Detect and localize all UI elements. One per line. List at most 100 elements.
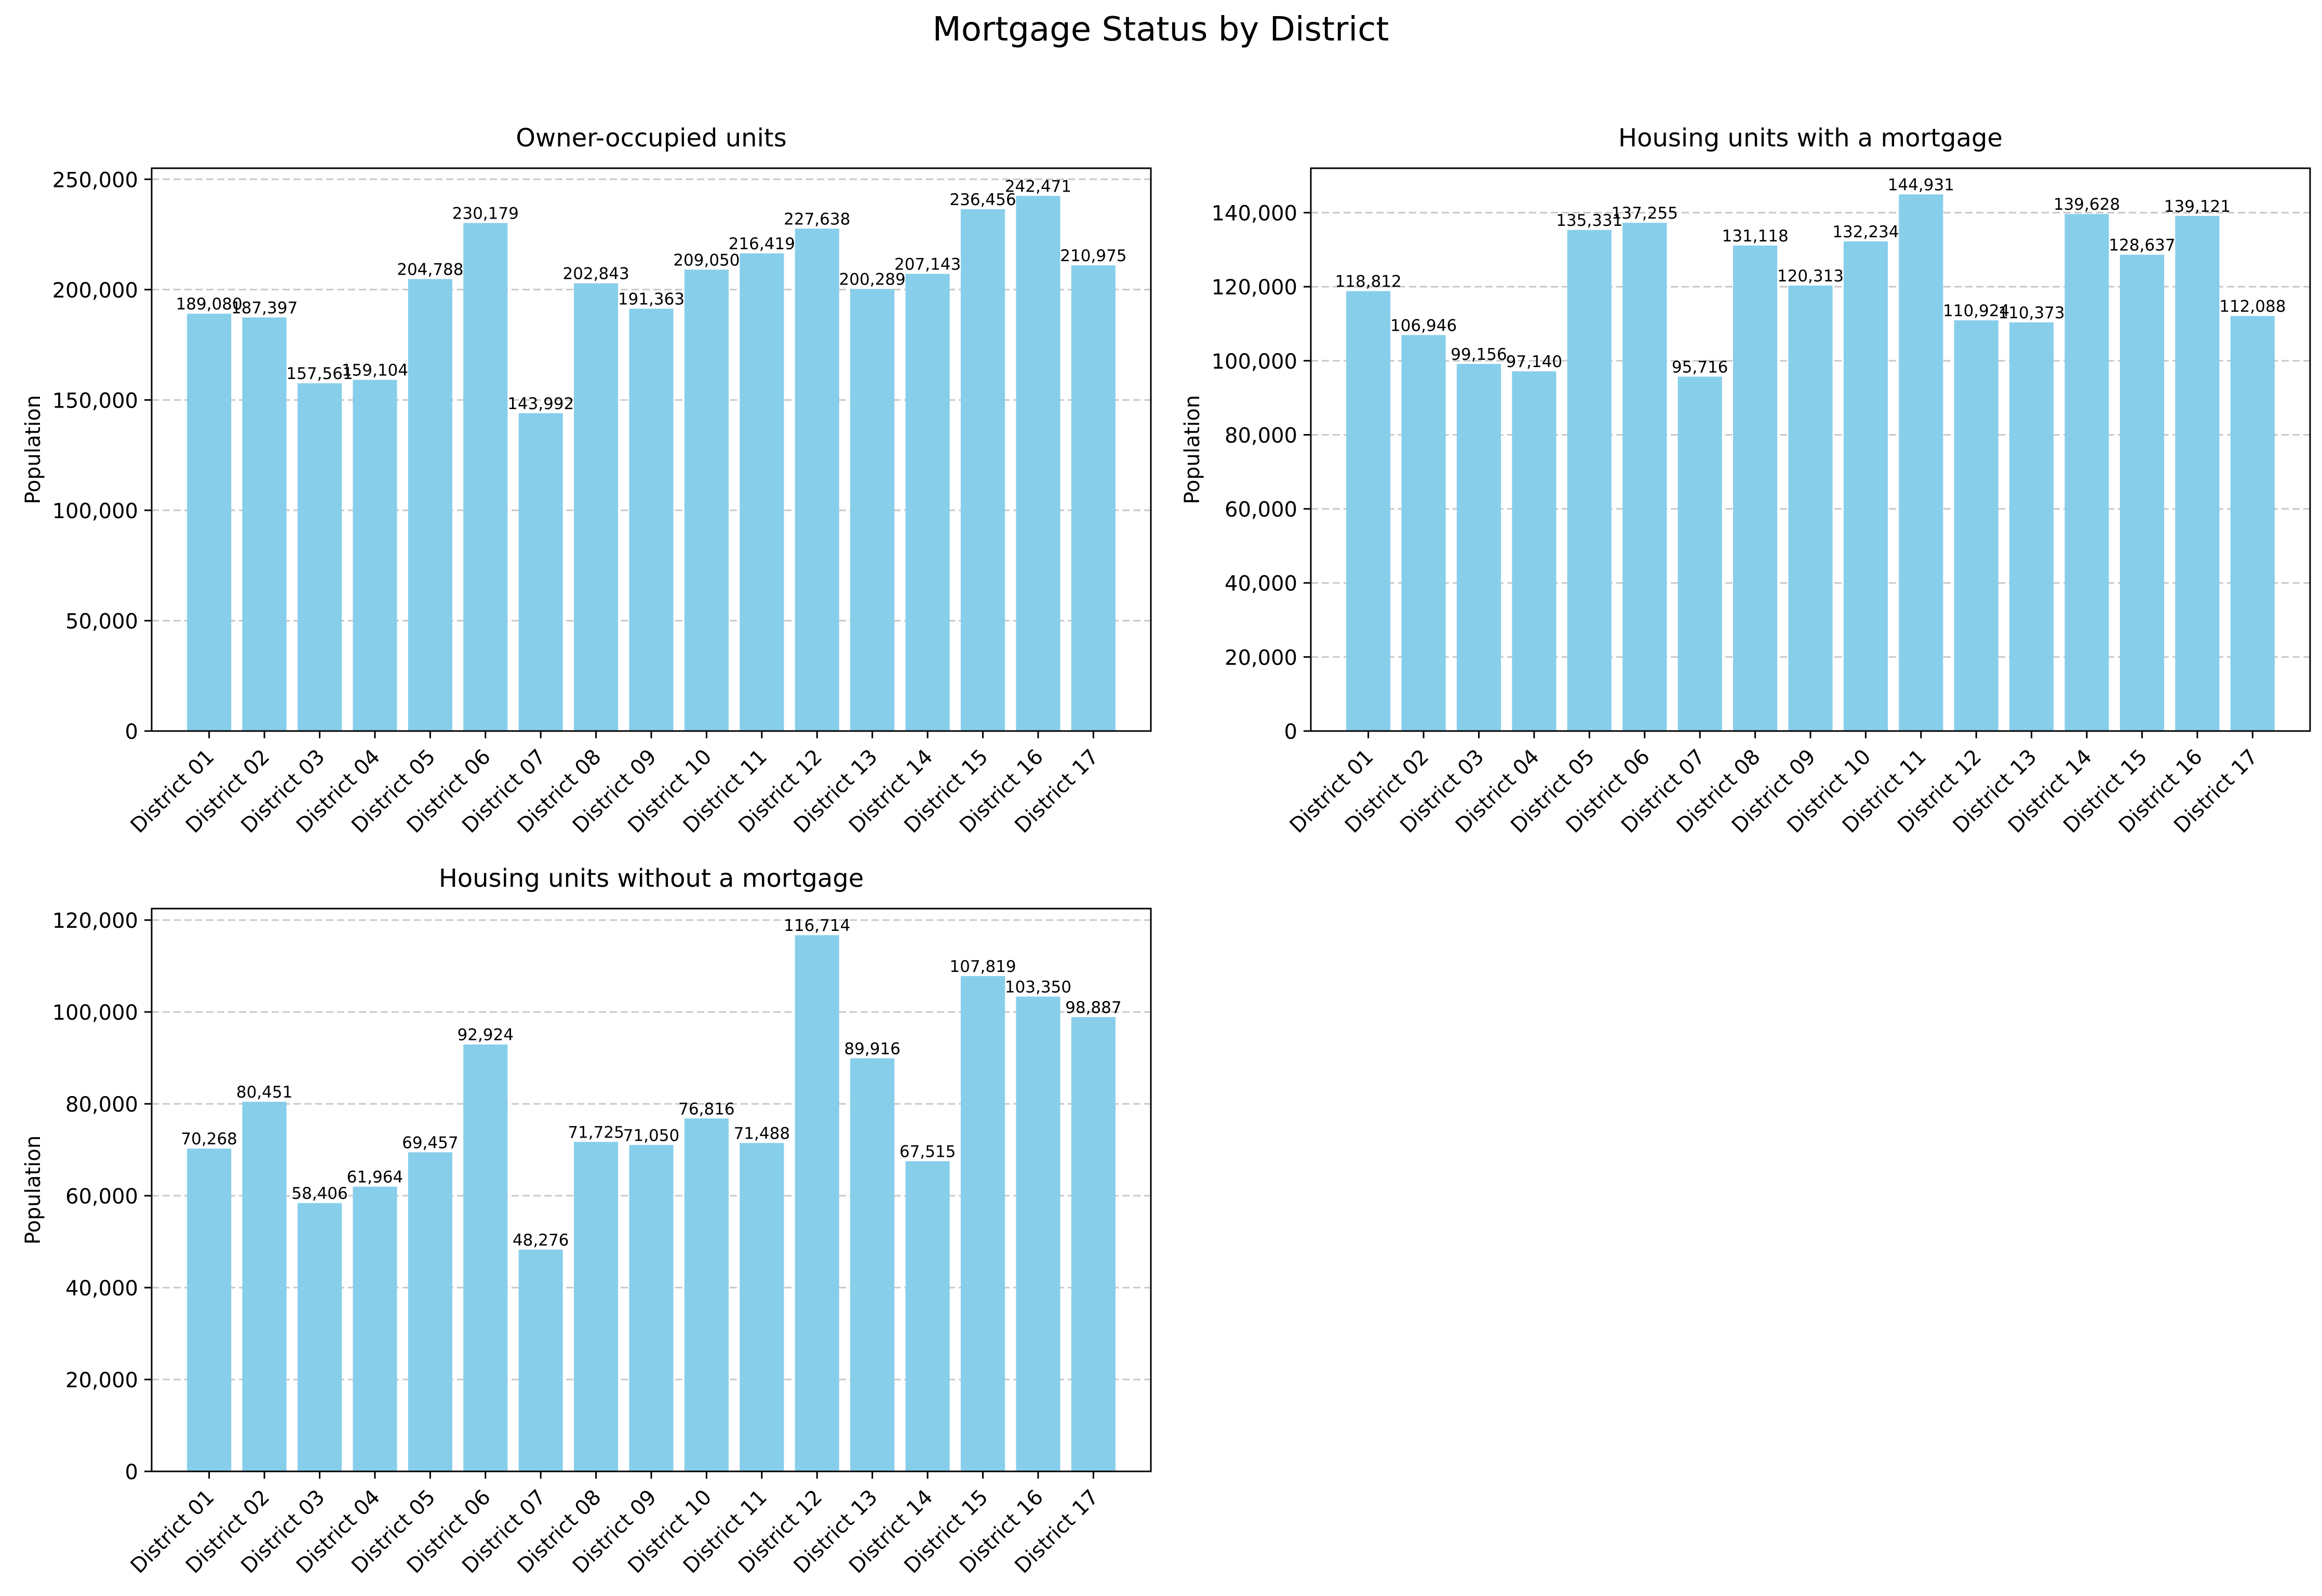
data-label: 80,451 (236, 1083, 292, 1102)
bar-district-17 (1071, 265, 1116, 731)
y-tick-label: 0 (125, 1460, 138, 1484)
bar-district-06 (463, 1044, 508, 1471)
bar-district-01 (1346, 291, 1391, 731)
y-tick-label: 0 (1284, 720, 1297, 744)
data-label: 209,050 (673, 251, 740, 269)
y-tick-label: 40,000 (65, 1277, 138, 1301)
subplot-title: Owner-occupied units (516, 124, 787, 153)
data-label: 76,816 (678, 1100, 734, 1118)
y-tick-label: 200,000 (52, 279, 138, 303)
data-label: 216,419 (729, 235, 795, 253)
bar-district-16 (1016, 196, 1061, 732)
bar-district-13 (2009, 322, 2054, 731)
y-tick-label: 60,000 (1225, 498, 1297, 522)
bar-district-07 (1677, 376, 1722, 731)
data-label: 106,946 (1390, 316, 1457, 335)
data-label: 120,313 (1777, 267, 1844, 286)
data-label: 230,179 (452, 205, 519, 223)
bar-district-14 (2064, 214, 2109, 731)
data-label: 135,331 (1556, 211, 1622, 230)
y-axis-label: Population (1180, 395, 1204, 504)
data-label: 103,350 (1005, 978, 1071, 996)
data-label: 200,289 (839, 270, 906, 289)
bar-district-07 (518, 1249, 563, 1471)
bar-district-02 (242, 317, 287, 731)
data-label: 99,156 (1451, 345, 1507, 364)
bar-district-16 (2175, 215, 2220, 731)
y-tick-label: 40,000 (1225, 572, 1297, 596)
bar-district-05 (408, 279, 452, 731)
y-tick-label: 250,000 (52, 168, 138, 192)
bar-district-11 (740, 1143, 784, 1471)
data-label: 107,819 (949, 957, 1016, 976)
bar-district-11 (1899, 194, 1943, 732)
data-label: 71,050 (623, 1126, 679, 1145)
subplot-title: Housing units without a mortgage (439, 864, 864, 893)
data-label: 112,088 (2219, 297, 2286, 316)
bar-district-13 (850, 1058, 895, 1471)
y-tick-label: 150,000 (52, 389, 138, 413)
bar-district-03 (297, 383, 342, 731)
data-label: 58,406 (291, 1184, 347, 1203)
data-label: 110,373 (1998, 304, 2065, 322)
data-label: 157,561 (286, 364, 353, 383)
data-label: 207,143 (894, 255, 961, 274)
data-label: 97,140 (1506, 353, 1562, 371)
data-label: 110,924 (1943, 302, 2009, 320)
data-label: 202,843 (562, 265, 629, 283)
bar-district-15 (960, 976, 1005, 1471)
bar-district-06 (463, 223, 508, 732)
data-label: 236,456 (949, 191, 1016, 209)
data-label: 144,931 (1888, 175, 1954, 194)
y-tick-label: 50,000 (65, 610, 138, 633)
bar-district-12 (795, 228, 839, 732)
data-label: 71,488 (734, 1124, 790, 1143)
data-label: 132,234 (1832, 223, 1899, 241)
data-label: 69,457 (402, 1133, 458, 1152)
bar-district-15 (960, 209, 1005, 731)
data-label: 67,515 (900, 1143, 956, 1161)
y-tick-label: 120,000 (52, 909, 138, 933)
bar-district-15 (2119, 254, 2165, 731)
data-label: 71,725 (568, 1123, 624, 1142)
y-axis-label: Population (21, 395, 45, 504)
bar-district-13 (850, 289, 895, 731)
bar-district-09 (629, 308, 674, 731)
bar-district-03 (1456, 363, 1501, 731)
data-label: 187,397 (231, 299, 298, 317)
data-label: 137,255 (1612, 204, 1678, 223)
bar-district-02 (242, 1102, 287, 1471)
bar-district-17 (2230, 316, 2275, 731)
bar-district-01 (187, 1148, 232, 1471)
bar-district-04 (353, 1186, 397, 1471)
bar-district-08 (1733, 245, 1778, 731)
data-label: 128,637 (2109, 236, 2175, 255)
data-label: 131,118 (1722, 227, 1788, 246)
y-tick-label: 100,000 (1212, 350, 1297, 374)
data-label: 227,638 (784, 210, 850, 228)
bar-district-10 (684, 269, 729, 731)
y-tick-label: 120,000 (1212, 276, 1297, 300)
bar-district-09 (629, 1145, 674, 1471)
bar-district-05 (408, 1152, 452, 1471)
data-label: 95,716 (1672, 358, 1728, 376)
y-axis-label: Population (21, 1135, 45, 1245)
y-tick-label: 0 (125, 720, 138, 744)
bar-district-11 (740, 253, 784, 731)
data-label: 159,104 (342, 361, 408, 380)
data-label: 98,887 (1065, 998, 1121, 1017)
data-label: 242,471 (1005, 177, 1071, 196)
data-label: 189,080 (176, 295, 243, 314)
data-label: 48,276 (513, 1231, 569, 1250)
data-label: 191,363 (618, 290, 684, 309)
data-label: 210,975 (1060, 247, 1126, 265)
bar-district-12 (1954, 320, 1998, 731)
bar-district-10 (684, 1118, 729, 1471)
bar-district-06 (1622, 223, 1667, 731)
bar-district-01 (187, 314, 232, 731)
y-tick-label: 80,000 (1225, 424, 1297, 448)
bar-district-17 (1071, 1017, 1116, 1471)
bar-district-07 (518, 413, 563, 731)
data-label: 204,788 (397, 260, 463, 279)
